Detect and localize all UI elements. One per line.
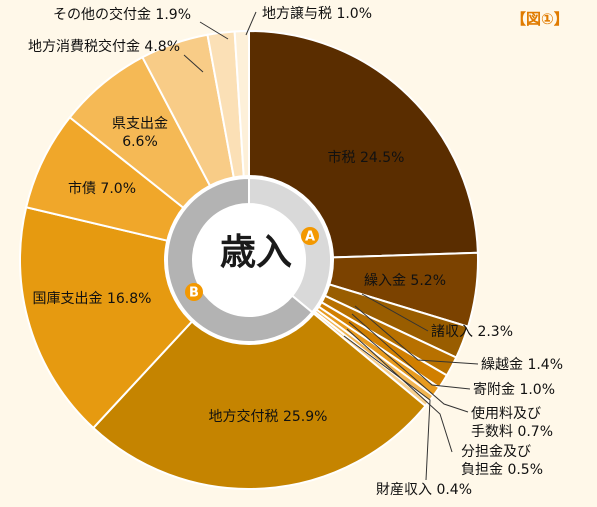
leader-line-fees bbox=[348, 321, 469, 413]
slice-label-donations: 寄附金 1.0% bbox=[473, 381, 555, 398]
slice-label-national-subsidy: 国庫支出金 16.8% bbox=[33, 290, 152, 307]
group-badge-b bbox=[185, 283, 203, 301]
slice-label-carryover: 繰越金 1.4% bbox=[481, 357, 563, 373]
leader-line-other-grants bbox=[199, 21, 229, 40]
group-badge-label: B bbox=[189, 286, 199, 301]
inner-ring bbox=[164, 175, 334, 345]
leader-line-transfer-tax bbox=[245, 11, 257, 36]
slice-label-transfer-income: 繰入金 5.2% bbox=[364, 273, 446, 289]
slice-label-fees: 使用料及び手数料 0.7% bbox=[471, 405, 553, 440]
leader-lines bbox=[183, 11, 479, 481]
leader-line-misc-income bbox=[361, 293, 429, 332]
figure-label: 【図①】 bbox=[511, 10, 569, 28]
pie-slice-local-allocation-tax bbox=[91, 258, 427, 490]
slice-label-prefectural-subsidy: 県支出金 6.6% bbox=[112, 116, 168, 150]
slice-label-municipal-bonds: 市債 7.0% bbox=[68, 180, 136, 197]
slice-label-transfer-tax: 地方譲与税 1.0% bbox=[262, 6, 372, 22]
group-badges: AB bbox=[185, 227, 319, 301]
leader-line-property-income bbox=[343, 335, 431, 481]
leader-line-carryover bbox=[354, 305, 479, 365]
slice-label-local-allocation-tax: 地方交付税 25.9% bbox=[209, 408, 328, 425]
slice-labels: 市税 24.5% 繰入金 5.2% 諸収入 2.3% 繰越金 1.4% 寄附金 1.0%… bbox=[28, 6, 563, 498]
slice-label-shared-charges: 分担金及び負担金 0.5% bbox=[461, 444, 543, 478]
leader-line-donations bbox=[351, 313, 471, 390]
slice-label-consumption-tax-grant: 地方消費税交付金 4.8% bbox=[28, 38, 180, 55]
group-badge-a bbox=[301, 227, 319, 245]
center-label: 歳入 bbox=[220, 232, 292, 273]
slice-label-property-income: 財産収入 0.4% bbox=[376, 482, 472, 498]
slice-label-misc-income: 諸収入 2.3% bbox=[431, 324, 513, 340]
slice-label-city-tax: 市税 24.5% bbox=[328, 149, 405, 166]
leader-line-shared-charges bbox=[346, 328, 453, 453]
group-badge-label: A bbox=[305, 230, 315, 245]
leader-line-consumption-tax-grant bbox=[183, 54, 204, 73]
slice-label-other-grants: その他の交付金 1.9% bbox=[53, 6, 191, 23]
